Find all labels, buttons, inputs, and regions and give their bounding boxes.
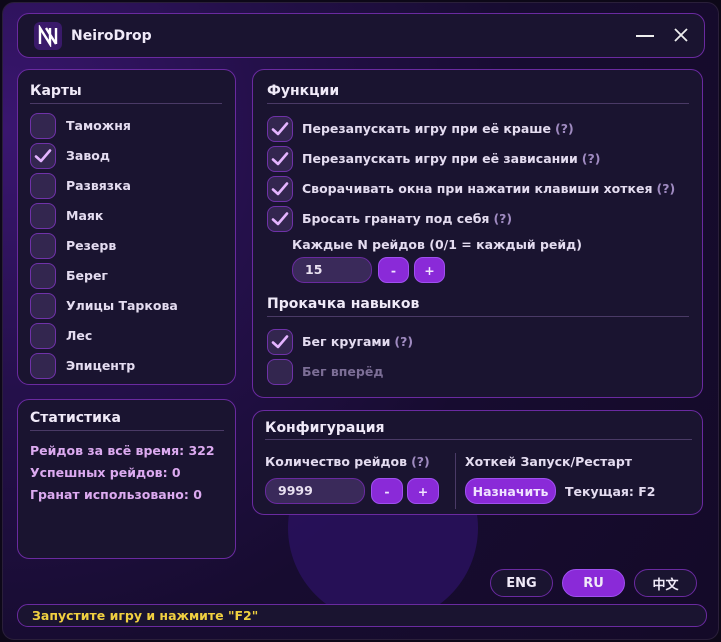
checkbox-label[interactable]: Резерв xyxy=(66,238,117,253)
checkbox-label[interactable]: Завод xyxy=(66,148,110,163)
raids-minus-button[interactable]: - xyxy=(371,478,403,504)
help-icon[interactable]: (?) xyxy=(493,211,513,226)
checkbox[interactable] xyxy=(30,203,56,229)
every-n-minus-button[interactable]: - xyxy=(378,257,409,283)
checkbox[interactable] xyxy=(30,293,56,319)
checkbox[interactable] xyxy=(30,323,56,349)
title-bar: NeiroDrop xyxy=(17,13,705,58)
language-button[interactable]: RU xyxy=(562,569,625,597)
check-icon xyxy=(271,122,289,136)
config-panel: Конфигурация Количество рейдов (?) 9999 -… xyxy=(252,410,703,515)
checkbox[interactable] xyxy=(267,329,293,355)
language-button[interactable]: 中文 xyxy=(634,569,697,597)
checkbox-label[interactable]: Перезапускать игру при её зависании (?) xyxy=(302,151,601,166)
check-icon xyxy=(271,212,289,226)
checkbox[interactable] xyxy=(267,359,293,385)
every-n-plus-button[interactable]: + xyxy=(414,257,445,283)
checkbox[interactable] xyxy=(30,173,56,199)
stat-grenades: Гранат использовано: 0 xyxy=(30,487,202,502)
checkbox[interactable] xyxy=(30,143,56,169)
functions-title: Функции xyxy=(267,83,340,99)
checkbox-label[interactable]: Маяк xyxy=(66,208,104,223)
checkbox[interactable] xyxy=(267,146,293,172)
divider xyxy=(455,453,456,509)
app-title: NeiroDrop xyxy=(71,28,152,44)
help-icon[interactable]: (?) xyxy=(581,151,601,166)
checkbox[interactable] xyxy=(30,353,56,379)
raids-plus-button[interactable]: + xyxy=(407,478,439,504)
checkbox-label[interactable]: Перезапускать игру при её краше (?) xyxy=(302,121,574,136)
stat-total-raids: Рейдов за всё время: 322 xyxy=(30,443,215,458)
current-hotkey: Текущая: F2 xyxy=(565,484,656,499)
check-icon xyxy=(34,149,52,163)
raids-count-input[interactable]: 9999 xyxy=(265,478,365,504)
assign-hotkey-button[interactable]: Назначить xyxy=(465,478,556,504)
status-text: Запустите игру и нажмите "F2" xyxy=(32,608,259,623)
help-icon[interactable]: (?) xyxy=(394,334,414,349)
checkbox[interactable] xyxy=(267,206,293,232)
hotkey-label: Хоткей Запуск/Рестарт xyxy=(465,454,633,469)
checkbox-label[interactable]: Бег кругами (?) xyxy=(302,334,414,349)
close-icon[interactable] xyxy=(674,28,688,42)
checkbox[interactable] xyxy=(267,176,293,202)
skills-title: Прокачка навыков xyxy=(267,296,420,312)
minimize-icon[interactable] xyxy=(636,35,654,37)
check-icon xyxy=(271,335,289,349)
config-title: Конфигурация xyxy=(265,420,385,436)
help-icon[interactable]: (?) xyxy=(555,121,574,136)
checkbox-label[interactable]: Сворачивать окна при нажатии клавиши хот… xyxy=(302,181,676,196)
checkbox-label[interactable]: Улицы Таркова xyxy=(66,298,178,313)
status-bar: Запустите игру и нажмите "F2" xyxy=(17,604,707,627)
checkbox[interactable] xyxy=(30,233,56,259)
stat-successful-raids: Успешных рейдов: 0 xyxy=(30,465,181,480)
checkbox-label[interactable]: Берег xyxy=(66,268,108,283)
checkbox-label[interactable]: Развязка xyxy=(66,178,131,193)
stats-title: Статистика xyxy=(30,410,121,426)
checkbox-label[interactable]: Эпицентр xyxy=(66,358,136,373)
checkbox-label[interactable]: Таможня xyxy=(66,118,131,133)
stats-panel: Статистика Рейдов за всё время: 322 Успе… xyxy=(17,399,236,559)
checkbox-label[interactable]: Лес xyxy=(66,328,93,343)
checkbox[interactable] xyxy=(267,116,293,142)
help-icon[interactable]: (?) xyxy=(656,181,676,196)
every-n-input[interactable]: 15 xyxy=(292,257,372,283)
check-icon xyxy=(271,182,289,196)
raids-count-label: Количество рейдов (?) xyxy=(265,454,430,469)
help-icon[interactable]: (?) xyxy=(411,454,430,469)
language-button[interactable]: ENG xyxy=(490,569,553,597)
check-icon xyxy=(271,152,289,166)
functions-panel: Функции Перезапускать игру при её краше(… xyxy=(252,69,703,398)
checkbox[interactable] xyxy=(30,113,56,139)
maps-panel: Карты Таможня Завод Развязка Маяк Резерв Бере… xyxy=(17,69,236,385)
checkbox-label[interactable]: Бросать гранату под себя (?) xyxy=(302,211,513,226)
logo-icon xyxy=(34,22,62,50)
maps-title: Карты xyxy=(30,83,82,99)
checkbox-label[interactable]: Бег вперёд xyxy=(302,364,384,379)
checkbox[interactable] xyxy=(30,263,56,289)
every-n-label: Каждые N рейдов (0/1 = каждый рейд) xyxy=(292,237,582,252)
